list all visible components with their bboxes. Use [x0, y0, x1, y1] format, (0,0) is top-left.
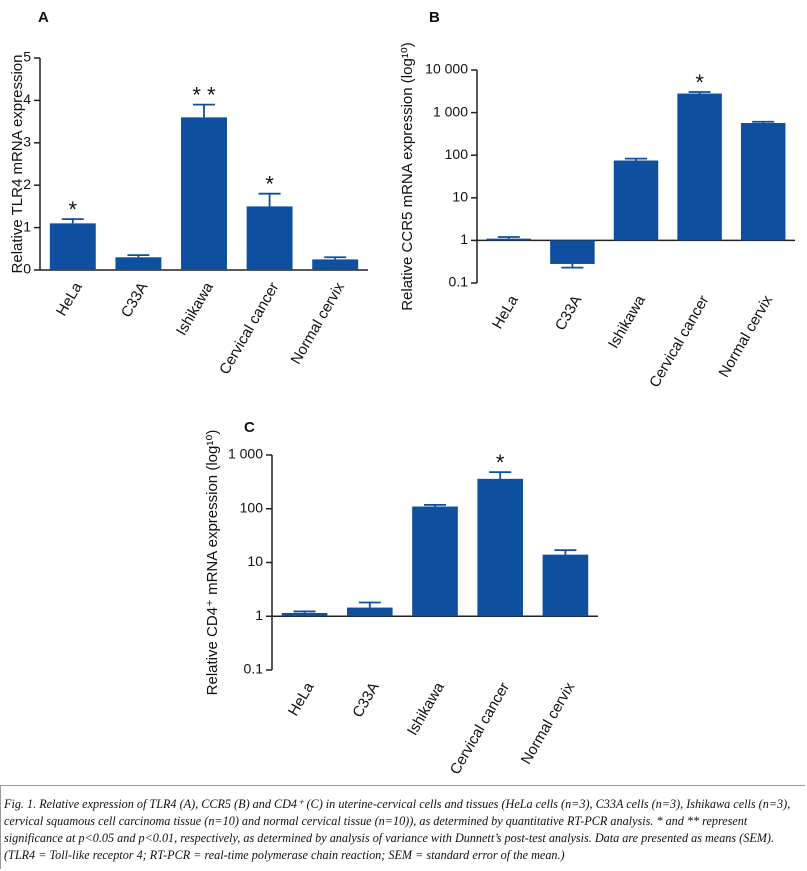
bar — [346, 607, 393, 617]
bar — [181, 117, 227, 270]
significance-mark: * — [69, 197, 78, 222]
bar — [550, 240, 595, 264]
panel-label: A — [38, 9, 49, 26]
x-tick-label: HeLa — [285, 679, 318, 719]
caption-frame — [0, 785, 805, 869]
significance-mark: * * — [192, 82, 216, 107]
bar — [486, 238, 532, 241]
x-tick-label: C33A — [349, 679, 382, 720]
y-tick-label: 0.1 — [244, 661, 264, 677]
y-tick-label: 0.1 — [449, 274, 469, 290]
x-tick-label: Ishikawa — [605, 292, 649, 352]
panel-label: C — [244, 419, 255, 436]
significance-mark: * — [265, 171, 274, 196]
y-axis-label: Relative CCR5 mRNA expression (log¹⁰) — [399, 42, 416, 311]
x-tick-label: Cervical cancer — [216, 279, 282, 377]
bar — [412, 506, 458, 617]
x-tick-label: Ishikawa — [404, 679, 448, 739]
significance-mark: * — [695, 70, 704, 95]
bar — [613, 160, 659, 241]
y-axis-label: Relative TLR4 mRNA expression — [9, 55, 26, 274]
y-tick-label: 10 — [452, 189, 468, 205]
y-tick-label: 1 — [255, 607, 263, 623]
y-tick-label: 1 000 — [433, 103, 468, 119]
x-tick-label: HeLa — [489, 292, 522, 332]
y-tick-label: 4 — [23, 91, 31, 107]
panel-label: B — [429, 9, 440, 26]
x-tick-label: Ishikawa — [173, 279, 217, 339]
y-tick-label: 10 — [247, 553, 263, 569]
x-tick-label: HeLa — [53, 279, 86, 319]
y-tick-label: 5 — [23, 49, 31, 65]
bar — [115, 257, 162, 270]
bar — [542, 554, 589, 617]
y-axis-label: Relative CD4⁺ mRNA expression (log¹⁰) — [204, 430, 221, 696]
y-tick-label: 100 — [240, 499, 264, 515]
bar — [246, 206, 293, 270]
y-tick-label: 100 — [445, 146, 469, 162]
x-tick-label: Normal cervix — [716, 292, 777, 380]
bar — [677, 93, 722, 241]
y-tick-label: 1 — [460, 231, 468, 247]
y-tick-label: 1 000 — [228, 446, 263, 462]
y-tick-label: 1 — [23, 218, 31, 234]
x-tick-label: Normal cervix — [518, 679, 579, 767]
bar — [49, 223, 96, 270]
x-tick-label: C33A — [552, 292, 585, 333]
x-tick-label: Cervical cancer — [447, 679, 513, 777]
y-tick-label: 2 — [23, 176, 31, 192]
x-tick-label: C33A — [118, 279, 151, 320]
x-tick-label: Normal cervix — [288, 279, 349, 367]
y-tick-label: 0 — [23, 261, 31, 277]
y-tick-label: 3 — [23, 134, 31, 150]
bar — [740, 122, 786, 241]
bar — [312, 259, 359, 270]
bar — [477, 478, 524, 617]
caption: Fig. 1. Relative expression of TLR4 (A),… — [4, 797, 791, 862]
bar — [281, 612, 328, 617]
y-tick-label: 10 000 — [425, 61, 468, 77]
x-tick-label: Cervical cancer — [646, 292, 712, 390]
significance-mark: * — [496, 450, 505, 475]
